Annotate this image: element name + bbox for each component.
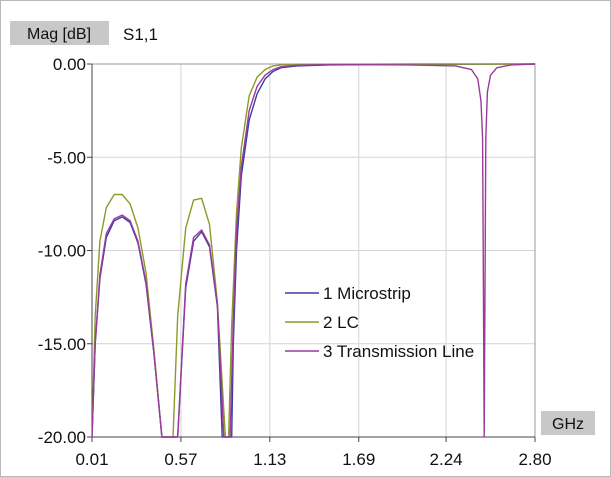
y-axis-label: Mag [dB] [27,26,91,43]
x-tick-label: 0.01 [75,450,108,469]
y-tick-label: -10.00 [38,242,86,261]
x-axis-label: GHz [552,416,584,433]
y-tick-label: -20.00 [38,428,86,447]
axes [87,63,536,442]
legend-label-3: 3 Transmission Line [323,342,474,361]
grid [92,64,535,437]
y-tick-label: -15.00 [38,335,86,354]
legend-label-2: 2 LC [323,313,359,332]
x-axis-label-badge: GHz [541,411,595,435]
y-axis-label-bg [10,21,109,45]
y-tick-label: -5.00 [47,148,86,167]
tick-labels: 0.01 0.57 1.13 1.69 2.24 2.80 0.00 -5.00 -10.00 -… [38,55,552,469]
series-line-3 [92,63,535,438]
series-line-2 [92,63,535,438]
chart-title: S1,1 [123,25,158,44]
x-axis-label-bg [541,411,595,435]
legend-label-1: 1 Microstrip [323,284,411,303]
x-tick-label: 2.24 [430,450,463,469]
y-tick-label: 0.00 [53,55,86,74]
series-group [92,63,535,438]
x-tick-label: 1.69 [342,450,375,469]
x-tick-label: 1.13 [253,450,286,469]
x-tick-label: 2.80 [518,450,551,469]
legend: 1 Microstrip 2 LC 3 Transmission Line [285,284,474,361]
x-tick-label: 0.57 [164,450,197,469]
y-axis-label-badge: Mag [dB] [10,21,109,45]
